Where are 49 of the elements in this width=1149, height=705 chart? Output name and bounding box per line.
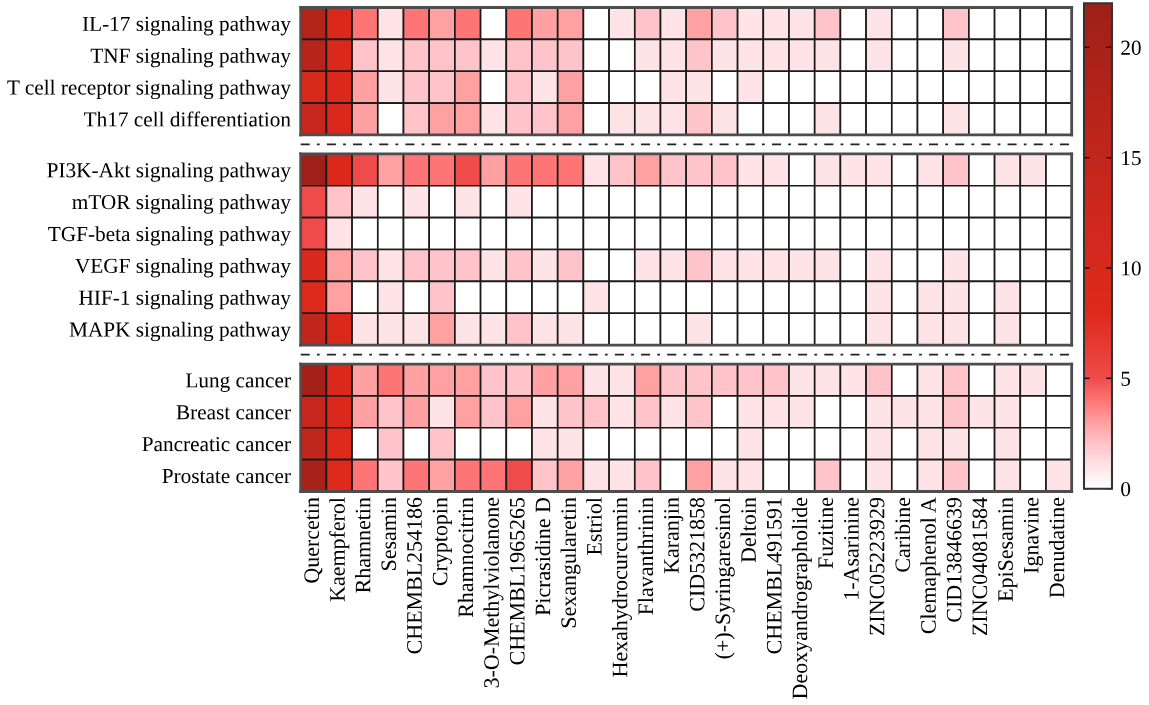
color-bar-label: 5 — [1121, 371, 1131, 386]
x-tick-label: Caribine — [894, 497, 911, 572]
x-tick-label: Karanjin — [664, 497, 684, 574]
y-tick-label: Lung cancer — [185, 373, 291, 392]
x-tick-label: CHEMBL254186 — [407, 497, 422, 654]
x-tick-label: 3-O-Methylviolanone — [483, 497, 504, 688]
y-tick-label: IL-17 signaling pathway — [82, 16, 291, 36]
x-tick-label: CHEMBL491591 — [766, 498, 782, 654]
y-tick-label: VEGF signaling pathway — [75, 258, 291, 278]
y-tick-label: HIF-1 signaling pathway — [79, 289, 291, 310]
x-tick-label: Sesamin — [381, 497, 397, 570]
y-tick-label: TNF signaling pathway — [90, 47, 291, 68]
x-tick-label: Denudatine — [1048, 497, 1065, 598]
x-tick-label: Flavanthrinin — [637, 497, 654, 615]
x-tick-label: Cryptopin — [432, 497, 452, 586]
y-tick-label: T cell receptor signaling pathway — [7, 79, 291, 100]
y-tick-label: TGF-beta signaling pathway — [48, 226, 291, 246]
x-tick-label: Hexahydrocurcumin — [611, 497, 632, 677]
y-tick-label: Pancreatic cancer — [142, 437, 291, 452]
y-tick-label: PI3K-Akt signaling pathway — [47, 162, 291, 182]
color-bar-label: 20 — [1121, 40, 1141, 55]
x-tick-label: Ignavine — [1023, 497, 1044, 574]
y-tick-label: mTOR signaling pathway — [72, 194, 291, 214]
x-tick-label: 1-Asarinine — [844, 497, 859, 599]
x-tick-label: EpiSesamin — [998, 497, 1018, 602]
x-tick-label: Rhamnocitrin — [457, 497, 474, 618]
color-bar-label: 0 — [1121, 481, 1131, 497]
x-tick-label: Rhamnetin — [355, 497, 371, 593]
x-tick-label: ZINC05223929 — [869, 497, 885, 635]
x-tick-label: ZINC04081584 — [972, 497, 988, 635]
x-tick-label: (+)-Syringaresinol — [714, 497, 735, 659]
x-tick-label: Fuzitine — [818, 497, 834, 569]
x-tick-label: CID5321858 — [689, 497, 705, 611]
y-tick-label: Th17 cell differentiation — [84, 111, 291, 127]
y-tick-label: MAPK signaling pathway — [69, 321, 291, 342]
x-tick-label: Clemaphenol A — [920, 497, 941, 634]
y-tick-label: Prostate cancer — [162, 469, 291, 484]
color-bar-label: 15 — [1122, 151, 1141, 166]
x-tick-label: Kaempferol — [329, 497, 350, 602]
x-tick-label: Estriol — [586, 497, 602, 555]
color-bar-label: 10 — [1122, 261, 1141, 276]
y-tick-label: Breast cancer — [176, 405, 291, 420]
x-tick-label: CHEMBL1965265 — [509, 497, 525, 665]
x-tick-label: Deltoin — [740, 497, 756, 563]
x-tick-label: Picrasidine D — [534, 497, 551, 616]
x-tick-label: CID13846639 — [946, 497, 962, 622]
x-tick-label: Sexangularetin — [560, 497, 581, 628]
x-tick-label: Deoxyandrographolide — [791, 497, 812, 699]
x-tick-label: Quercetin — [304, 497, 323, 583]
